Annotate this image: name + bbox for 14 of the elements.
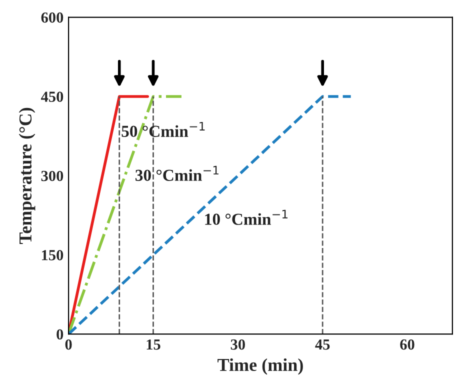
y-tick-label: 150: [42, 250, 64, 260]
y-tick-label: 450: [40, 92, 64, 102]
series-label: 30 °Cmin$^{−1}$: [136, 166, 218, 181]
y-axis-title: Temperature (°C): [18, 108, 36, 244]
y-tick-label: 0: [56, 329, 64, 340]
x-tick-label: 60: [400, 339, 414, 350]
x-axis-title: Time (min): [218, 358, 303, 375]
y-tick-label: 600: [41, 12, 64, 23]
x-tick-label: 45: [315, 339, 330, 350]
series-label: 10 °Cmin$^{−1}$: [205, 210, 288, 225]
x-tick-label: 30: [230, 339, 245, 350]
y-tick-label: 300: [41, 170, 64, 182]
x-tick-label: 0: [65, 339, 72, 350]
x-tick-label: 15: [146, 339, 160, 350]
